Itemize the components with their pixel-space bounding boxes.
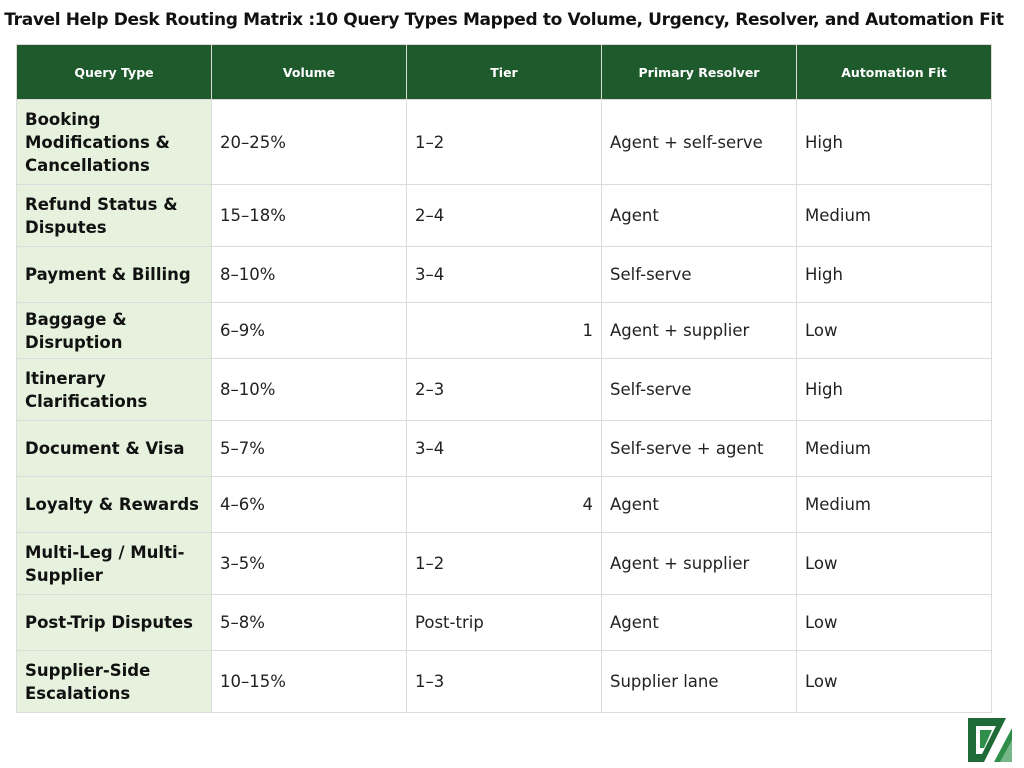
resolver-cell: Self-serve + agent <box>601 420 797 477</box>
query-type-cell: Payment & Billing <box>16 246 212 303</box>
column-header-tier: Tier <box>406 44 602 100</box>
automation-cell: High <box>796 246 992 303</box>
automation-cell: High <box>796 358 992 421</box>
volume-cell: 10–15% <box>211 650 407 713</box>
table-row: Loyalty & Rewards 4–6% 4 Agent Medium <box>16 476 992 533</box>
tier-cell: 4 <box>406 476 602 533</box>
query-type-cell: Loyalty & Rewards <box>16 476 212 533</box>
page-title: Travel Help Desk Routing Matrix :10 Quer… <box>4 10 1004 30</box>
table-row: Baggage & Disruption 6–9% 1 Agent + supp… <box>16 302 992 359</box>
automation-cell: Low <box>796 302 992 359</box>
automation-cell: Medium <box>796 420 992 477</box>
resolver-cell: Agent <box>601 594 797 651</box>
column-header-automation-fit: Automation Fit <box>796 44 992 100</box>
table-row: Booking Modifications & Cancellations 20… <box>16 99 992 185</box>
tier-cell: 1–2 <box>406 99 602 185</box>
table-row: Post-Trip Disputes 5–8% Post-trip Agent … <box>16 594 992 651</box>
automation-cell: Medium <box>796 476 992 533</box>
table-row: Payment & Billing 8–10% 3–4 Self-serve H… <box>16 246 992 303</box>
query-type-cell: Baggage & Disruption <box>16 302 212 359</box>
table-row: Itinerary Clarifications 8–10% 2–3 Self-… <box>16 358 992 421</box>
resolver-cell: Agent <box>601 184 797 247</box>
resolver-cell: Agent + supplier <box>601 302 797 359</box>
resolver-cell: Self-serve <box>601 246 797 303</box>
query-type-cell: Itinerary Clarifications <box>16 358 212 421</box>
query-type-cell: Multi-Leg / Multi-Supplier <box>16 532 212 595</box>
automation-cell: Low <box>796 532 992 595</box>
volume-cell: 8–10% <box>211 246 407 303</box>
volume-cell: 3–5% <box>211 532 407 595</box>
volume-cell: 4–6% <box>211 476 407 533</box>
resolver-cell: Self-serve <box>601 358 797 421</box>
automation-cell: Medium <box>796 184 992 247</box>
tier-cell: 2–4 <box>406 184 602 247</box>
volume-cell: 20–25% <box>211 99 407 185</box>
volume-cell: 8–10% <box>211 358 407 421</box>
tier-cell: 3–4 <box>406 420 602 477</box>
table-row: Document & Visa 5–7% 3–4 Self-serve + ag… <box>16 420 992 477</box>
query-type-cell: Booking Modifications & Cancellations <box>16 99 212 185</box>
tier-cell: 2–3 <box>406 358 602 421</box>
query-type-cell: Refund Status & Disputes <box>16 184 212 247</box>
volume-cell: 6–9% <box>211 302 407 359</box>
query-type-cell: Supplier-Side Escalations <box>16 650 212 713</box>
column-header-volume: Volume <box>211 44 407 100</box>
resolver-cell: Agent + self-serve <box>601 99 797 185</box>
volume-cell: 5–8% <box>211 594 407 651</box>
table-row: Multi-Leg / Multi-Supplier 3–5% 1–2 Agen… <box>16 532 992 595</box>
tier-cell: 3–4 <box>406 246 602 303</box>
resolver-cell: Agent <box>601 476 797 533</box>
automation-cell: Low <box>796 650 992 713</box>
automation-cell: High <box>796 99 992 185</box>
table-row: Supplier-Side Escalations 10–15% 1–3 Sup… <box>16 650 992 713</box>
tier-cell: 1 <box>406 302 602 359</box>
volume-cell: 15–18% <box>211 184 407 247</box>
routing-matrix-table: Query Type Volume Tier Primary Resolver … <box>16 44 992 713</box>
tier-cell: 1–3 <box>406 650 602 713</box>
automation-cell: Low <box>796 594 992 651</box>
query-type-cell: Post-Trip Disputes <box>16 594 212 651</box>
column-header-primary-resolver: Primary Resolver <box>601 44 797 100</box>
brand-logo-icon <box>966 716 1014 764</box>
resolver-cell: Agent + supplier <box>601 532 797 595</box>
volume-cell: 5–7% <box>211 420 407 477</box>
query-type-cell: Document & Visa <box>16 420 212 477</box>
table-row: Refund Status & Disputes 15–18% 2–4 Agen… <box>16 184 992 247</box>
column-header-query-type: Query Type <box>16 44 212 100</box>
tier-cell: 1–2 <box>406 532 602 595</box>
tier-cell: Post-trip <box>406 594 602 651</box>
resolver-cell: Supplier lane <box>601 650 797 713</box>
table-header-row: Query Type Volume Tier Primary Resolver … <box>16 44 992 100</box>
